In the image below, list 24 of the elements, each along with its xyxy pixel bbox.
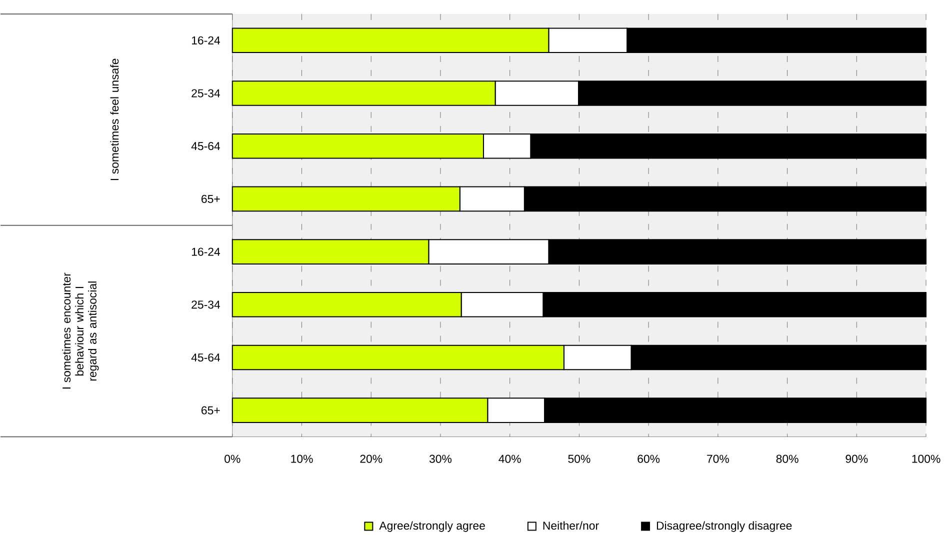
y-tick-label: 25-34 [192,89,220,98]
y-tick-label: 65+ [202,406,220,414]
x-tick-label: 100% [912,454,940,463]
x-tick-label: 70% [707,454,729,463]
x-tick-label: 30% [429,454,452,463]
y-tick-label: 65+ [202,194,220,203]
x-tick-label: 80% [776,454,798,463]
x-tick-label: 60% [638,454,660,463]
legend-label: Agree/strongly agree [379,521,485,532]
x-tick-label: 20% [360,454,382,463]
y-tick-label: 16-24 [192,36,220,44]
x-tick-label: 40% [498,454,521,463]
legend-label: Neither/nor [543,521,599,530]
x-tick-label: 50% [568,454,590,463]
x-tick-label: 0% [224,454,240,463]
legend-label: Disagree/strongly disagree [656,521,792,532]
text: I sometimes feel unsafe [110,58,119,180]
y-tick-label: 45-64 [191,353,220,362]
x-tick-label: 10% [291,454,313,463]
y-tick-label: 25-34 [192,300,220,309]
text: I sometimes encounter behaviour which I regard as antisocial [62,272,99,388]
y-tick-label: 45-64 [191,142,220,150]
y-tick-label: 16-24 [192,248,220,256]
x-tick-label: 90% [846,454,868,463]
